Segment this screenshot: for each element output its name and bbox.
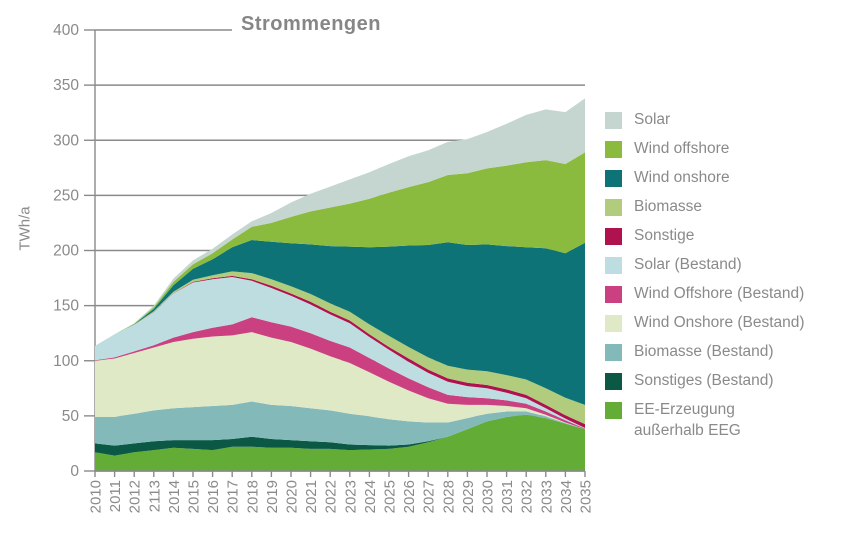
x-tick-label: 2034 xyxy=(558,480,575,513)
y-tick-label: 0 xyxy=(70,463,79,480)
legend-swatch-icon xyxy=(605,228,622,245)
legend-label: Wind onshore xyxy=(634,169,730,186)
legend-swatch-icon xyxy=(605,344,622,361)
legend-swatch-icon xyxy=(605,141,622,158)
y-tick-label: 200 xyxy=(53,243,79,260)
x-tick-label: 2032 xyxy=(519,480,536,513)
area-wind-onshore-bestand xyxy=(95,332,585,430)
legend-label: Biomasse xyxy=(634,198,703,215)
legend-label: Wind Offshore (Bestand) xyxy=(634,285,805,302)
legend-label: EE-Erzeugung außerhalb EEG xyxy=(634,401,741,439)
y-tick-label: 350 xyxy=(53,77,79,94)
area-ee-erzeugung-au-erhalb-eeg xyxy=(95,414,585,471)
legend-item-sonstige: Sonstige xyxy=(605,227,820,247)
legend-label: Wind offshore xyxy=(634,140,730,157)
x-tick-label: 2033 xyxy=(538,480,555,513)
x-tick-label: 2026 xyxy=(401,480,418,513)
x-tick-label: 2015 xyxy=(186,480,203,513)
legend-label: Solar (Bestand) xyxy=(634,256,742,273)
legend-item-wind-offshore-bestand: Wind Offshore (Bestand) xyxy=(605,285,820,305)
x-tick-label: 2027 xyxy=(421,480,438,513)
legend-swatch-icon xyxy=(605,373,622,390)
area-wind-onshore xyxy=(95,240,585,405)
legend-item-biomasse: Biomasse xyxy=(605,198,820,218)
x-tick-label: 2030 xyxy=(480,480,497,513)
legend-swatch-icon xyxy=(605,199,622,216)
area-biomasse-bestand xyxy=(95,401,585,446)
x-tick-label: 2019 xyxy=(264,480,281,513)
x-tick-label: 2011 xyxy=(107,480,124,512)
y-tick-label: 400 xyxy=(53,22,79,39)
legend-item-wind-offshore: Wind offshore xyxy=(605,140,820,160)
x-tick-label: 2012 xyxy=(127,480,144,513)
x-tick-label: 2010 xyxy=(88,480,105,513)
chart-title: Strommengen xyxy=(241,13,381,35)
legend-swatch-icon xyxy=(605,112,622,129)
legend-swatch-icon xyxy=(605,402,622,419)
legend-swatch-icon xyxy=(605,170,622,187)
area-wind-offshore-bestand xyxy=(95,317,585,430)
legend-swatch-icon xyxy=(605,286,622,303)
legend-item-solar: Solar xyxy=(605,111,820,131)
x-tick-label: 2020 xyxy=(284,480,301,513)
y-axis-title: TWh/a xyxy=(16,206,34,251)
x-tick-label: 2022 xyxy=(323,480,340,513)
x-tick-label: 2023 xyxy=(342,480,359,513)
legend-item-wind-onshore: Wind onshore xyxy=(605,169,820,189)
area-solar-bestand xyxy=(95,277,585,429)
legend-label: Solar xyxy=(634,111,671,128)
x-tick-label: 2028 xyxy=(440,480,457,513)
x-tick-label: 2029 xyxy=(460,480,477,513)
legend-item-sonstiges-bestand: Sonstiges (Bestand) xyxy=(605,372,820,392)
x-tick-label: 2035 xyxy=(578,480,595,513)
legend-item-solar-bestand: Solar (Bestand) xyxy=(605,256,820,276)
x-tick-label: 2016 xyxy=(205,480,222,513)
x-tick-label: 2113 xyxy=(146,480,163,512)
y-tick-label: 100 xyxy=(53,353,79,370)
y-tick-label: 50 xyxy=(62,408,80,425)
legend: Solar Wind offshore Wind onshore Biomasse So… xyxy=(605,111,820,452)
x-tick-label: 2017 xyxy=(225,480,242,513)
area-wind-offshore xyxy=(95,152,585,346)
legend-label: Sonstige xyxy=(634,227,695,244)
legend-label: Biomasse (Bestand) xyxy=(634,343,774,360)
legend-item-biomasse-bestand: Biomasse (Bestand) xyxy=(605,343,820,363)
x-tick-label: 2014 xyxy=(166,480,183,513)
legend-swatch-icon xyxy=(605,315,622,332)
y-tick-label: 250 xyxy=(53,187,79,204)
y-tick-label: 300 xyxy=(53,132,79,149)
x-tick-label: 2025 xyxy=(382,480,399,513)
y-tick-label: 150 xyxy=(53,298,79,315)
x-tick-label: 2021 xyxy=(303,480,320,513)
legend-item-wind-onshore-bestand: Wind Onshore (Bestand) xyxy=(605,314,820,334)
legend-item-ee-erzeugung-au-erhalb-eeg: EE-Erzeugung außerhalb EEG xyxy=(605,401,820,441)
legend-label: Sonstiges (Bestand) xyxy=(634,372,774,389)
legend-swatch-icon xyxy=(605,257,622,274)
legend-label: Wind Onshore (Bestand) xyxy=(634,314,805,331)
x-tick-label: 2018 xyxy=(244,480,261,513)
area-solar xyxy=(95,98,585,346)
x-tick-label: 2031 xyxy=(499,480,516,513)
area-sonstiges-bestand xyxy=(95,414,585,456)
x-tick-label: 2024 xyxy=(362,480,379,513)
